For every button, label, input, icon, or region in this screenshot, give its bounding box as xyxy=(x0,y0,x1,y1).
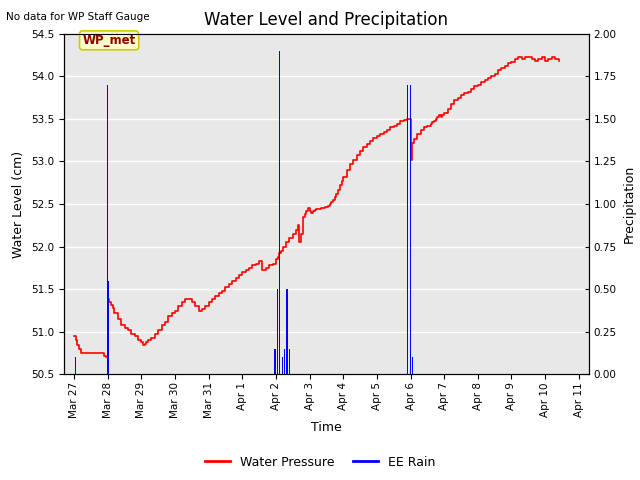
Y-axis label: Water Level (cm): Water Level (cm) xyxy=(12,150,26,258)
Y-axis label: Precipitation: Precipitation xyxy=(623,165,636,243)
Bar xyxy=(108,281,109,374)
Bar xyxy=(410,84,411,374)
Bar xyxy=(279,51,280,374)
Bar xyxy=(282,357,283,374)
Text: No data for WP Staff Gauge: No data for WP Staff Gauge xyxy=(6,12,150,22)
Text: WP_met: WP_met xyxy=(83,34,136,47)
Bar xyxy=(407,84,408,374)
Bar xyxy=(274,349,275,374)
Bar xyxy=(412,357,413,374)
Bar xyxy=(277,289,278,374)
Bar xyxy=(287,289,288,374)
Legend: Water Pressure, EE Rain: Water Pressure, EE Rain xyxy=(200,451,440,474)
X-axis label: Time: Time xyxy=(311,421,342,434)
Bar xyxy=(275,349,276,374)
Bar xyxy=(284,349,285,374)
Bar xyxy=(289,349,290,374)
Title: Water Level and Precipitation: Water Level and Precipitation xyxy=(204,11,449,29)
Bar xyxy=(285,289,287,374)
